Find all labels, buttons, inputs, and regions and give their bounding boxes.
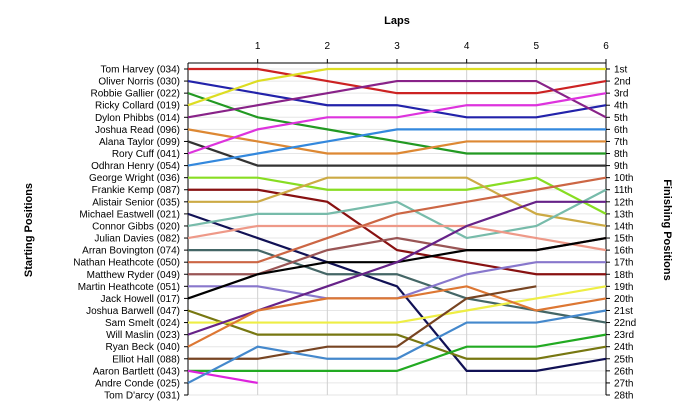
starting-position-label: Matthew Ryder (049) <box>87 270 180 281</box>
finishing-position-label: 25th <box>614 354 633 365</box>
starting-position-label: Connor Gibbs (020) <box>92 221 180 232</box>
finishing-position-label: 10th <box>614 173 633 184</box>
finishing-position-label: 19th <box>614 282 633 293</box>
series-line <box>188 333 607 372</box>
x-tick-label: 4 <box>464 41 470 52</box>
finishing-position-label: 1st <box>614 65 628 76</box>
finishing-position-label: 24th <box>614 342 633 353</box>
x-tick-label: 5 <box>534 41 540 52</box>
series-line <box>188 285 607 324</box>
x-tick-label: 2 <box>325 41 331 52</box>
series-line <box>187 128 606 155</box>
series-line <box>187 79 607 119</box>
finishing-position-label: 8th <box>614 149 628 160</box>
series-line <box>187 224 607 252</box>
starting-position-label: Martin Heathcote (051) <box>78 282 180 293</box>
chart-labels: 1 2 3 4 5 6 1st2nd3rd4th5th6th7th8th9th10th11t… <box>73 41 636 402</box>
x-tick-label: 6 <box>603 41 609 52</box>
starting-position-label: Odhran Henry (054) <box>91 161 180 172</box>
finishing-position-label: 27th <box>614 378 633 389</box>
series-line <box>187 309 607 360</box>
series-line <box>188 176 607 264</box>
finishing-position-label: 15th <box>614 234 633 245</box>
finishing-position-label: 13th <box>614 209 633 220</box>
finishing-position-label: 7th <box>614 137 628 148</box>
series-line <box>188 285 537 360</box>
starting-position-label: Julian Davies (082) <box>94 234 180 245</box>
finishing-position-label: 11th <box>614 185 633 196</box>
finishing-position-label: 21st <box>614 306 633 317</box>
starting-position-label: Jack Howell (017) <box>101 294 180 305</box>
finishing-position-label: 14th <box>614 221 633 232</box>
starting-position-label: Michael Eastwell (021) <box>79 209 180 220</box>
starting-position-label: Arran Bovington (074) <box>82 246 180 257</box>
x-tick-label: 1 <box>255 41 261 52</box>
starting-position-label: Tom Harvey (034) <box>101 65 180 76</box>
chart-series <box>187 67 607 385</box>
finishing-position-label: 17th <box>614 258 633 269</box>
starting-position-label: Frankie Kemp (087) <box>92 185 180 196</box>
finishing-position-label: 3rd <box>614 89 628 100</box>
starting-position-label: George Wright (036) <box>89 173 180 184</box>
starting-position-label: Alana Taylor (099) <box>99 137 180 148</box>
finishing-position-label: 23rd <box>614 330 634 341</box>
series-line <box>188 176 607 228</box>
series-line <box>187 140 606 167</box>
starting-position-label: Dylon Phibbs (014) <box>95 113 180 124</box>
chart-axis <box>184 59 610 396</box>
finishing-position-label: 18th <box>614 270 633 281</box>
y-axis-title-left: Starting Positions <box>23 183 35 277</box>
y-axis-title-right: Finishing Positions <box>661 179 673 280</box>
series-line <box>187 128 606 167</box>
finishing-position-label: 20th <box>614 294 633 305</box>
starting-position-label: Elliot Hall (088) <box>112 354 180 365</box>
starting-position-label: Joshua Read (096) <box>95 125 180 136</box>
series-line <box>188 176 607 215</box>
finishing-position-label: 4th <box>614 101 628 112</box>
series-line <box>187 212 607 372</box>
starting-position-label: Robbie Gallier (022) <box>91 89 181 100</box>
starting-position-label: Sam Smelt (024) <box>105 318 180 329</box>
starting-position-label: Ricky Collard (019) <box>95 101 180 112</box>
series-line <box>187 92 606 155</box>
finishing-position-label: 28th <box>614 391 633 402</box>
finishing-position-label: 2nd <box>614 77 631 88</box>
series-line <box>188 188 606 276</box>
series-line <box>187 309 607 384</box>
x-axis-title: Laps <box>384 15 410 27</box>
starting-position-label: Alistair Senior (035) <box>92 197 180 208</box>
series-line <box>187 92 607 155</box>
starting-position-label: Joshua Barwell (047) <box>86 306 180 317</box>
starting-position-label: Rory Cuff (041) <box>112 149 180 160</box>
finishing-position-label: 6th <box>614 125 628 136</box>
series-line <box>187 188 607 240</box>
starting-position-label: Oliver Norris (030) <box>98 77 180 88</box>
starting-position-label: Ryan Beck (040) <box>106 342 180 353</box>
starting-position-label: Tom D'arcy (031) <box>104 391 180 402</box>
finishing-position-label: 9th <box>614 161 628 172</box>
series-line <box>187 285 607 348</box>
series-line <box>187 67 606 107</box>
finishing-position-label: 26th <box>614 366 633 377</box>
series-line <box>187 369 258 385</box>
starting-position-label: Nathan Heathcote (050) <box>73 258 180 269</box>
x-tick-label: 3 <box>394 41 400 52</box>
finishing-position-label: 12th <box>614 197 633 208</box>
starting-position-label: Andre Conde (025) <box>95 378 180 389</box>
starting-position-label: Aaron Bartlett (043) <box>93 366 180 377</box>
finishing-position-label: 16th <box>614 246 633 257</box>
starting-position-label: Will Maslin (023) <box>106 330 180 341</box>
series-line <box>188 67 607 95</box>
finishing-position-label: 22nd <box>614 318 636 329</box>
series-line <box>187 79 607 119</box>
finishing-position-label: 5th <box>614 113 628 124</box>
